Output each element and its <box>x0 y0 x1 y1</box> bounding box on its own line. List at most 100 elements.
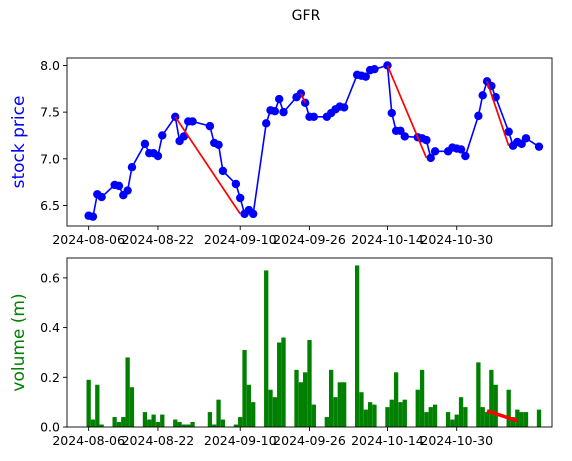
price-point <box>474 111 483 121</box>
volume-bar <box>515 409 520 427</box>
volume-bar <box>419 369 425 427</box>
volume-bar <box>216 399 221 427</box>
x-tick-label: 2024-09-26 <box>273 433 346 448</box>
y-tick-label: 0.0 <box>40 420 60 435</box>
volume-bar <box>450 419 455 427</box>
trend-line <box>174 116 241 215</box>
volume-bar <box>363 409 368 427</box>
volume-bar <box>129 387 135 427</box>
volume-bar <box>264 270 269 427</box>
x-tick-label: 2024-08-06 <box>52 232 125 247</box>
price-point <box>426 153 435 163</box>
volume-bar <box>207 412 213 427</box>
price-point <box>270 107 280 116</box>
volume-bar <box>268 389 273 427</box>
volume-bar <box>367 402 373 427</box>
volume-bar <box>389 399 394 427</box>
price-point <box>504 127 513 136</box>
price-point <box>456 145 466 154</box>
volume-bar <box>294 369 299 427</box>
price-point <box>236 193 245 203</box>
volume-bar <box>463 407 468 427</box>
volume-bar <box>151 414 156 427</box>
volume-bar <box>476 362 481 427</box>
y-tick-label: 8.0 <box>40 58 60 73</box>
volume-bar <box>242 349 247 427</box>
x-tick-label: 2024-08-22 <box>122 433 195 448</box>
volume-bar <box>233 424 239 427</box>
price-point <box>205 121 215 131</box>
trend-line <box>386 65 428 159</box>
x-tick-label: 2024-10-14 <box>351 232 424 247</box>
volume-bar <box>90 419 96 427</box>
volume-bar <box>493 384 498 427</box>
volume-bar <box>484 412 490 427</box>
price-point <box>249 209 258 219</box>
price-point <box>214 140 223 149</box>
volume-bar <box>333 397 338 427</box>
price-point <box>370 65 379 74</box>
volume-bar <box>95 384 100 427</box>
volume-bar <box>177 422 182 427</box>
volume-bar <box>212 424 217 427</box>
price-point <box>534 142 544 151</box>
volume-bar <box>160 414 165 427</box>
price-point <box>339 103 349 112</box>
volume-bar <box>251 402 256 427</box>
volume-bar <box>99 424 104 427</box>
price-point <box>188 117 197 126</box>
volume-bar <box>311 404 316 427</box>
price-point <box>279 107 288 117</box>
volume-bar <box>121 417 126 427</box>
price-point <box>461 151 470 161</box>
price-point <box>123 186 132 195</box>
volume-bar <box>428 407 433 427</box>
trend-line <box>300 93 306 104</box>
volume-bar <box>238 417 243 427</box>
y-tick-label: 6.5 <box>40 198 60 213</box>
price-point <box>231 179 241 189</box>
volume-bar <box>372 404 377 427</box>
volume-bar <box>523 412 529 427</box>
y-axis-label: stock price <box>9 96 29 189</box>
volume-bar <box>385 407 390 427</box>
volume-bar <box>307 340 312 427</box>
y-tick-label: 7.0 <box>40 151 60 166</box>
volume-bar <box>281 337 286 427</box>
volume-bar <box>393 372 399 427</box>
trend-line <box>486 81 510 147</box>
volume-bar <box>489 369 494 427</box>
price-point <box>387 108 396 118</box>
figure-title: GFR <box>291 8 321 24</box>
volume-bar <box>415 389 420 427</box>
volume-bar <box>536 409 542 427</box>
price-point <box>153 151 163 161</box>
volume-bar <box>272 397 278 427</box>
volume-bar <box>458 397 464 427</box>
y-tick-label: 7.5 <box>40 105 60 120</box>
x-tick-label: 2024-10-30 <box>420 433 493 448</box>
y-axis-label: volume (m) <box>9 293 29 391</box>
volume-bar <box>341 382 347 427</box>
price-point <box>430 147 440 156</box>
y-tick-label: 0.2 <box>40 370 60 385</box>
volume-bar <box>424 412 429 427</box>
volume-bar <box>337 382 342 427</box>
price-point <box>478 91 487 100</box>
price-point <box>261 119 271 128</box>
price-point <box>114 181 124 191</box>
volume-bar <box>432 404 438 427</box>
volume-bar <box>246 384 252 427</box>
y-tick-label: 0.6 <box>40 270 60 285</box>
x-tick-label: 2024-10-14 <box>351 433 424 448</box>
volume-bar <box>398 402 403 427</box>
volume-bar <box>480 407 485 427</box>
volume-bar <box>186 424 191 427</box>
price-point <box>140 139 150 149</box>
x-tick-label: 2024-09-10 <box>204 433 277 448</box>
price-line <box>88 64 540 218</box>
volume-bar <box>112 417 117 427</box>
volume-bar <box>519 412 524 427</box>
